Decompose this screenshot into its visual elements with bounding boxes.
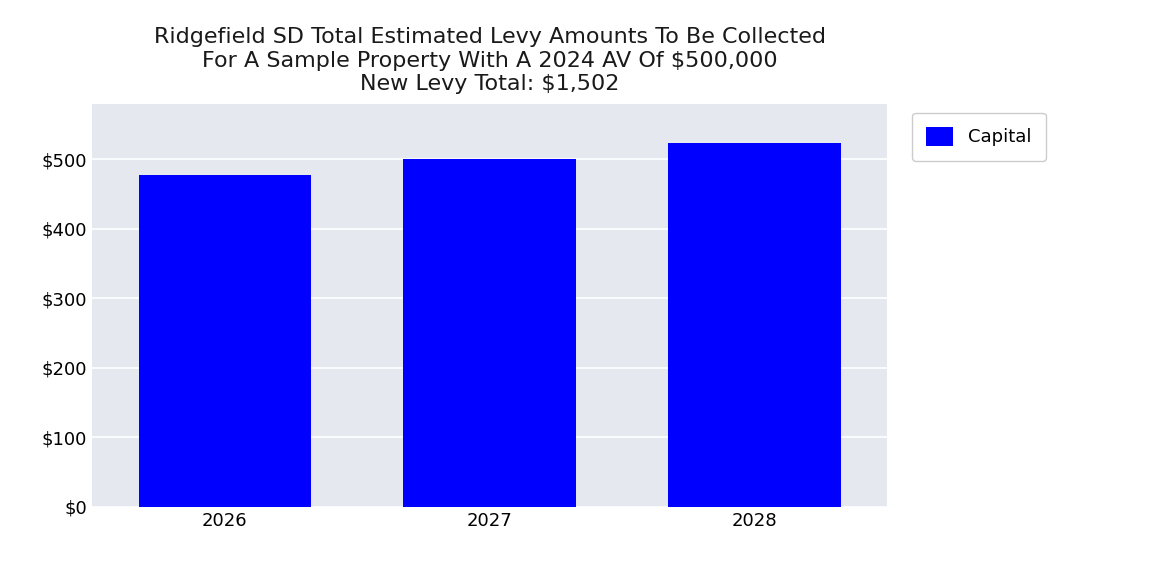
Bar: [403, 158, 576, 507]
Bar: [138, 175, 311, 507]
Title: Ridgefield SD Total Estimated Levy Amounts To Be Collected
For A Sample Property: Ridgefield SD Total Estimated Levy Amoun…: [153, 28, 826, 94]
Bar: [668, 143, 841, 507]
Legend: Capital: Capital: [912, 113, 1046, 161]
